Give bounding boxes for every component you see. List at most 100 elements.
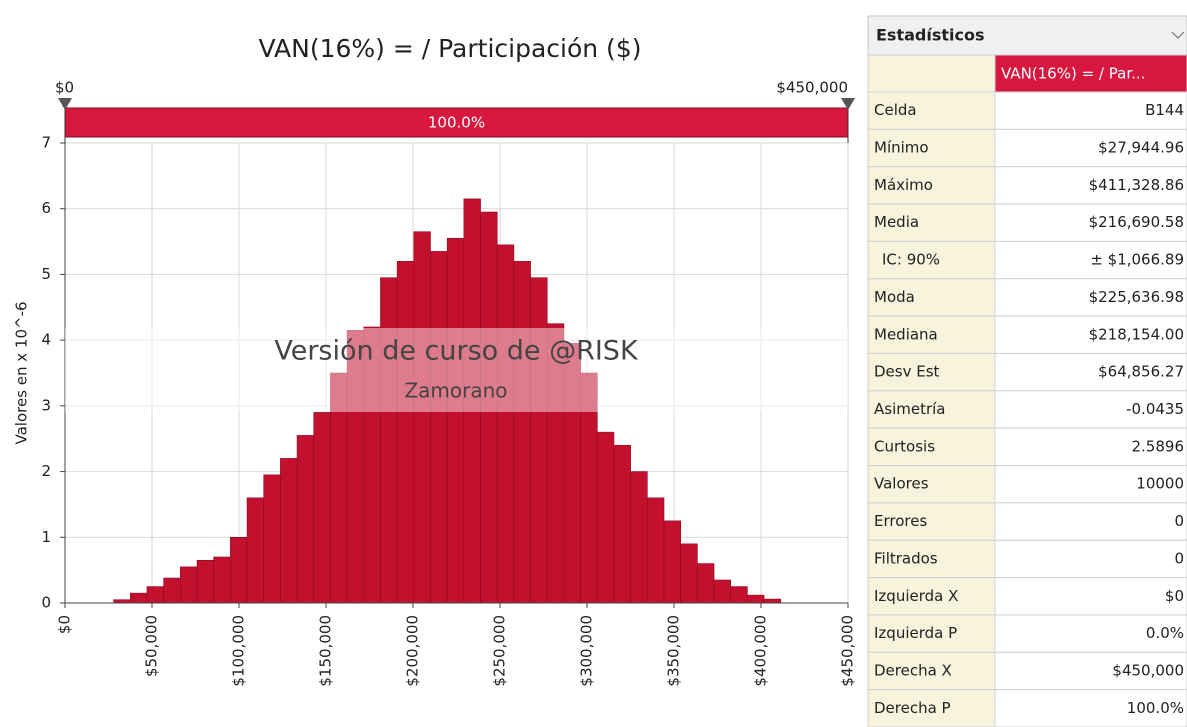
delimiter-percent: 100.0% xyxy=(428,114,485,132)
stat-label: Celda xyxy=(874,101,917,119)
bar xyxy=(747,594,765,604)
y-tick-label: 7 xyxy=(41,134,51,152)
bar xyxy=(180,566,198,604)
stat-label: IC: 90% xyxy=(882,251,940,269)
stat-value: $27,944.96 xyxy=(1098,139,1184,157)
stat-value: B144 xyxy=(1145,101,1184,119)
bar xyxy=(446,237,465,604)
bar xyxy=(596,431,615,604)
x-tick-label: $100,000 xyxy=(230,615,248,687)
stat-value: $450,000 xyxy=(1112,661,1184,679)
stat-value: ± $1,066.89 xyxy=(1090,251,1184,269)
stat-label: Moda xyxy=(874,288,915,306)
value-cell xyxy=(994,203,1187,242)
delimiter-handle xyxy=(841,98,855,110)
delimiter-label: $0 xyxy=(55,79,74,97)
stat-value: 0 xyxy=(1174,549,1184,567)
value-cell xyxy=(994,502,1187,541)
stat-label: Media xyxy=(874,213,919,231)
y-tick-label: 4 xyxy=(41,331,51,349)
watermark-subtext: Zamorano xyxy=(404,379,507,403)
y-tick-label: 2 xyxy=(41,462,51,480)
bar xyxy=(613,444,631,604)
x-tick-label: $400,000 xyxy=(752,615,770,687)
stat-value: 2.5896 xyxy=(1132,437,1185,455)
label-cell xyxy=(867,128,996,168)
bar xyxy=(630,471,648,604)
panel-title: Estadísticos xyxy=(876,26,985,45)
column-header-cell xyxy=(994,54,1187,93)
x-tick-label: $300,000 xyxy=(578,615,596,687)
stat-value: $64,856.27 xyxy=(1098,363,1184,381)
bar xyxy=(513,260,531,604)
value-cell xyxy=(994,427,1187,467)
bar xyxy=(647,497,665,604)
value-cell xyxy=(994,166,1187,205)
bar xyxy=(496,244,515,604)
label-cell xyxy=(867,166,996,205)
bar xyxy=(663,520,681,604)
x-tick-label: $150,000 xyxy=(317,615,335,687)
delimiter-band xyxy=(64,107,849,138)
stat-label: Máximo xyxy=(874,176,933,194)
stat-value: 10000 xyxy=(1136,475,1184,493)
delimiter-label: $450,000 xyxy=(776,79,848,97)
value-cell xyxy=(994,390,1187,429)
stat-label: Asimetría xyxy=(874,400,946,418)
bar xyxy=(213,556,231,604)
stat-value: $0 xyxy=(1165,587,1184,605)
value-cell xyxy=(994,465,1187,504)
delimiter-handle xyxy=(58,98,72,110)
x-tick-label: $50,000 xyxy=(143,615,161,677)
x-tick-label: $200,000 xyxy=(404,615,422,687)
value-cell xyxy=(994,577,1187,616)
watermark-band xyxy=(65,328,848,412)
stat-label: Desv Est xyxy=(874,363,940,381)
bar xyxy=(146,586,164,604)
y-tick-label: 5 xyxy=(41,265,51,283)
value-cell xyxy=(994,278,1187,317)
bar xyxy=(697,563,715,604)
bar xyxy=(196,559,214,604)
y-tick-label: 6 xyxy=(41,199,51,217)
bar xyxy=(163,577,181,604)
y-tick-label: 3 xyxy=(41,396,51,414)
label-cell xyxy=(867,278,996,317)
x-tick-label: $0 xyxy=(56,615,74,634)
stat-value: 100.0% xyxy=(1127,699,1184,717)
value-cell xyxy=(994,91,1187,130)
column-header: VAN(16%) = / Par... xyxy=(1001,65,1145,83)
stat-label: Izquierda X xyxy=(874,587,958,605)
y-axis-title: Valores en x 10^-6 xyxy=(13,301,31,444)
value-cell xyxy=(994,539,1187,579)
label-cell xyxy=(867,427,996,467)
panel-header xyxy=(867,15,1187,56)
x-tick-label: $250,000 xyxy=(491,615,509,687)
bar xyxy=(380,277,398,604)
label-cell xyxy=(867,91,996,130)
stat-label: Curtosis xyxy=(874,437,935,455)
stat-label: Izquierda P xyxy=(874,624,957,642)
panel-chevron xyxy=(1171,31,1185,39)
value-cell xyxy=(994,689,1187,727)
stat-value: $411,328.86 xyxy=(1089,176,1184,194)
bar xyxy=(263,474,281,604)
bar xyxy=(246,497,265,604)
bar xyxy=(396,260,415,604)
value-cell xyxy=(994,352,1187,392)
bar xyxy=(230,536,248,604)
bar xyxy=(763,598,782,604)
stat-label: Mediana xyxy=(874,325,938,343)
bar xyxy=(130,592,148,604)
bar xyxy=(680,543,698,604)
label-cell xyxy=(867,390,996,429)
stat-label: Valores xyxy=(874,475,929,493)
stat-value: 0 xyxy=(1174,512,1184,530)
bar xyxy=(296,435,315,604)
value-cell xyxy=(994,614,1187,653)
stat-value: $218,154.00 xyxy=(1089,325,1184,343)
stat-label: Derecha X xyxy=(874,661,952,679)
watermark-text: Versión de curso de @RISK xyxy=(274,336,639,367)
value-cell xyxy=(994,651,1187,691)
stat-value: 0.0% xyxy=(1146,624,1184,642)
